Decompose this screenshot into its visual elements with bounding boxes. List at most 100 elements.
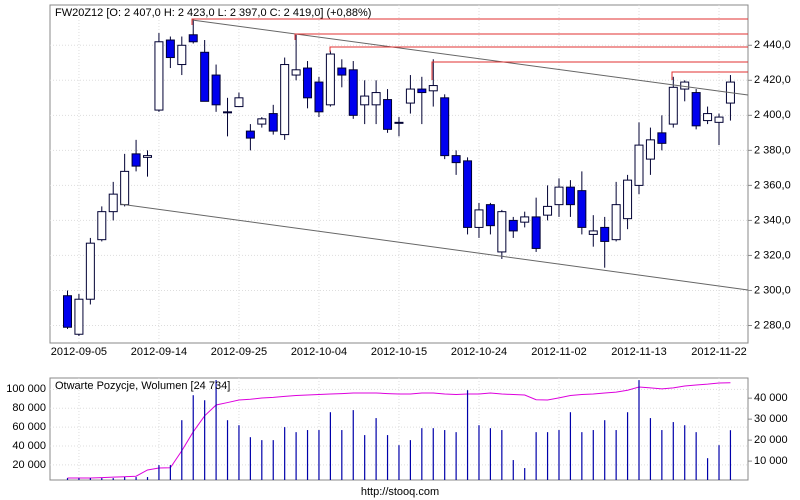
candle-body	[268, 113, 278, 132]
candle-body	[303, 67, 313, 99]
candle-body	[165, 39, 175, 59]
candle-body	[440, 97, 450, 157]
panel-title: Otwarte Pozycje, Wolumen [24 734]	[55, 380, 230, 392]
candle-body	[508, 219, 518, 232]
candle-body	[577, 190, 587, 228]
candle-body	[143, 155, 153, 158]
y-tick-label: 40 000	[12, 440, 46, 452]
candle-body	[234, 97, 244, 108]
footer: http://stooq.com	[361, 486, 439, 498]
candle-body	[211, 74, 221, 106]
candle-body	[417, 88, 427, 94]
x-tick-label: 2012-09-14	[131, 346, 187, 358]
candle-body	[383, 99, 393, 130]
candle-body	[371, 92, 381, 106]
candle-body	[394, 121, 404, 124]
candle-body	[668, 86, 678, 125]
y-tick-label: 2 340,0	[754, 214, 791, 226]
x-tick-label: 2012-11-13	[611, 346, 666, 358]
candle-body	[325, 53, 335, 106]
candle-body	[474, 209, 484, 228]
candle-body	[245, 130, 255, 139]
candle-body	[485, 204, 495, 227]
candle-body	[63, 295, 72, 328]
x-tick-label: 2012-09-25	[211, 346, 267, 358]
candle-body	[634, 144, 644, 186]
level-line	[329, 46, 748, 52]
candle-body	[531, 216, 541, 249]
candle-body	[497, 211, 507, 253]
y-tick-label: 2 420,0	[754, 74, 791, 86]
candle-body	[74, 298, 84, 335]
candle-body	[645, 139, 655, 160]
candle-body	[657, 132, 667, 144]
candle-body	[623, 179, 633, 220]
x-tick-label: 2012-10-15	[371, 346, 427, 358]
candle-body	[451, 155, 461, 164]
candle-body	[405, 88, 415, 104]
candle-body	[565, 186, 575, 206]
candle-body	[131, 153, 141, 167]
y-tick-label: 100 000	[6, 383, 46, 395]
y-tick-label: 2 380,0	[754, 144, 791, 156]
candle-body	[348, 69, 358, 116]
candle-body	[520, 216, 530, 223]
y-tick-label: 2 300,0	[754, 284, 791, 296]
candle-body	[154, 41, 164, 111]
y2-tick-label: 20 000	[754, 434, 788, 446]
candle-body	[200, 51, 210, 102]
candle-body	[223, 111, 233, 114]
candle-body	[85, 242, 95, 300]
y-tick-label: 2 360,0	[754, 179, 791, 191]
x-tick-label: 2012-10-04	[291, 346, 347, 358]
y-tick-label: 2 440,0	[754, 39, 791, 51]
candle-body	[120, 170, 130, 206]
candle-body	[428, 85, 438, 92]
candle-body	[360, 95, 370, 106]
y-tick-label: 2 280,0	[754, 319, 791, 331]
candle-body	[257, 118, 267, 125]
y-tick-label: 60 000	[12, 421, 46, 433]
y2-tick-label: 10 000	[754, 455, 788, 467]
candle-body	[703, 113, 713, 122]
chart-title: FW20Z12 [O: 2 407,0 H: 2 423,0 L: 2 397,…	[55, 7, 371, 19]
y-tick-label: 2 320,0	[754, 249, 791, 261]
y2-tick-label: 40 000	[754, 392, 788, 404]
x-tick-label: 2012-11-22	[691, 346, 746, 358]
candle-body	[611, 204, 621, 241]
candle-body	[97, 211, 107, 241]
level-line	[431, 61, 748, 80]
candle-body	[600, 226, 610, 242]
candle-body	[588, 230, 598, 235]
candle-body	[337, 67, 347, 76]
level-line	[671, 71, 748, 80]
candle-body	[554, 186, 564, 206]
candle-body	[543, 205, 553, 216]
candle-body	[714, 116, 724, 123]
x-tick-label: 2012-10-24	[451, 346, 507, 358]
candle-body	[177, 44, 187, 66]
trend-line	[191, 19, 749, 96]
candle-body	[108, 193, 118, 213]
trend-line	[119, 203, 749, 291]
candle-body	[188, 34, 198, 43]
drawn-lines	[119, 18, 749, 291]
marks	[63, 19, 735, 480]
candle-body	[691, 92, 701, 127]
y-tick-label: 80 000	[12, 402, 46, 414]
x-tick-label: 2012-11-02	[531, 346, 586, 358]
y-tick-label: 20 000	[12, 459, 46, 471]
level-line	[294, 33, 748, 40]
candle-body	[680, 81, 690, 90]
candle-body	[314, 81, 324, 113]
open-interest-line	[67, 382, 731, 479]
y-tick-label: 2 400,0	[754, 109, 791, 121]
candle-body	[280, 64, 290, 136]
level-line	[191, 18, 748, 25]
candle-body	[463, 160, 473, 228]
candle-body	[291, 69, 301, 76]
x-tick-label: 2012-09-05	[51, 346, 107, 358]
y2-tick-label: 30 000	[754, 413, 788, 425]
